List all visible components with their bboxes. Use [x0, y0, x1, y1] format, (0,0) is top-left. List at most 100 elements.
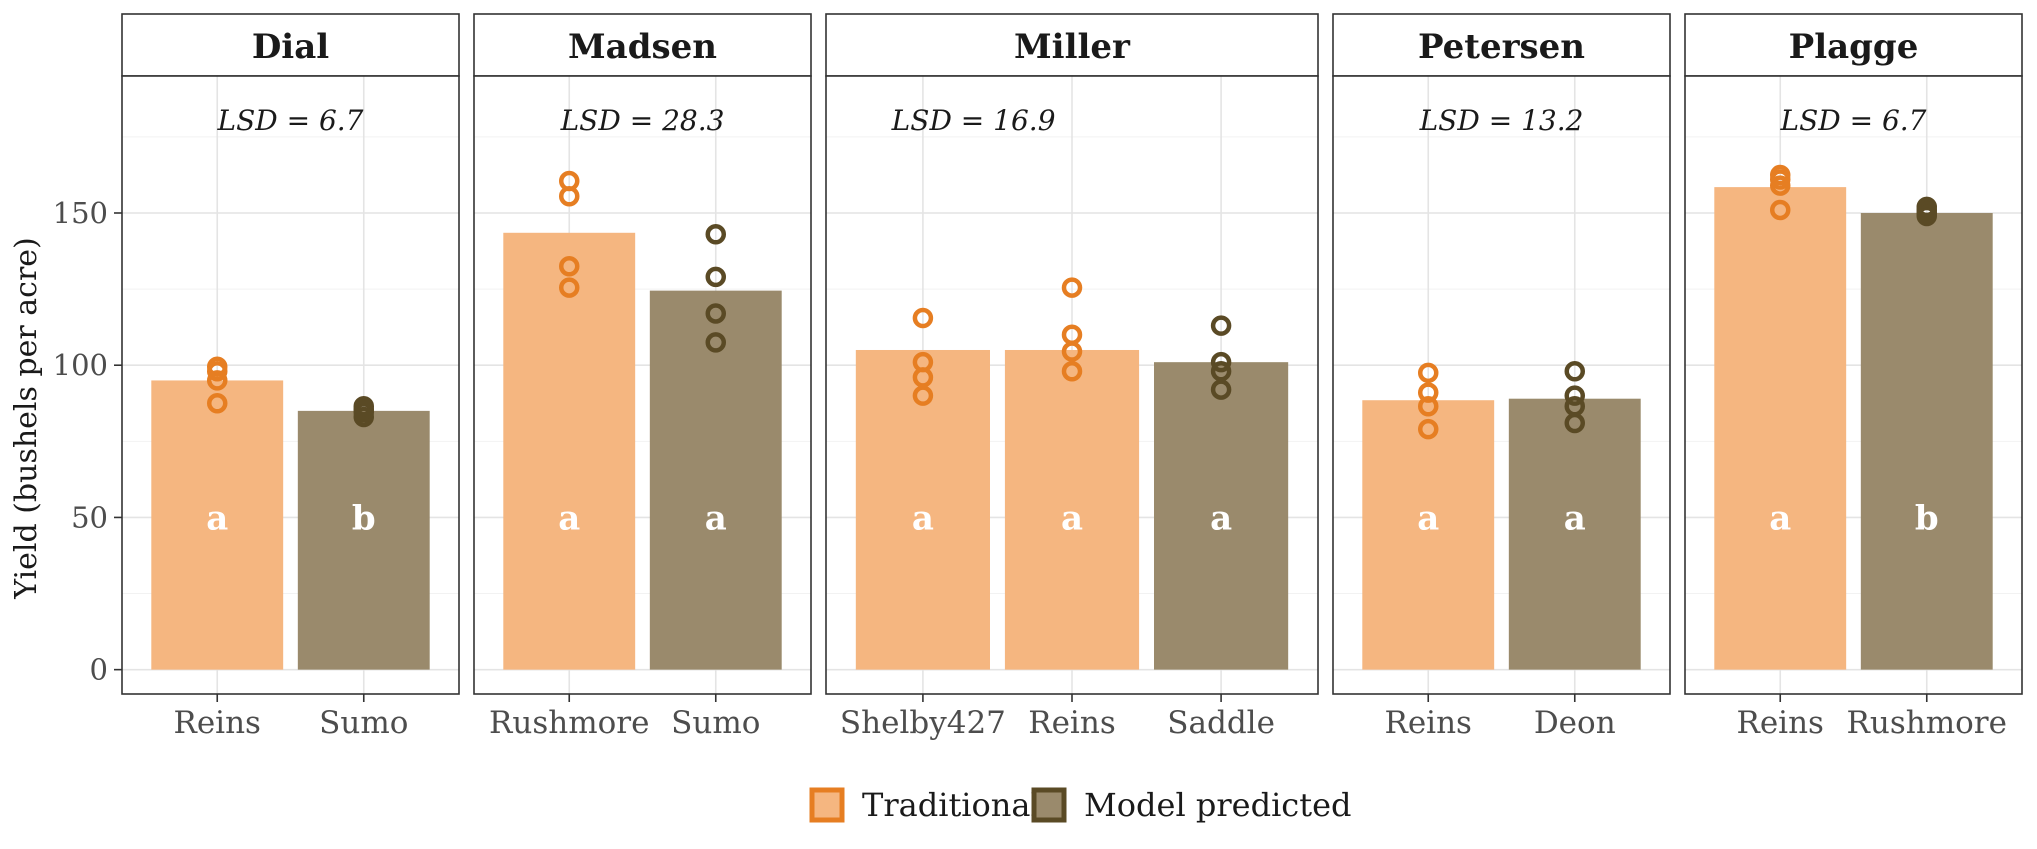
lsd-annotation: LSD = 13.2 — [1419, 104, 1584, 137]
bar-rushmore — [503, 232, 636, 670]
lsd-annotation: LSD = 6.7 — [1779, 104, 1926, 137]
facet-panels: Dial LSD = 6.7 a Reins b Sumo Madsen LSD = 28.3… — [121, 13, 2023, 741]
facet-strip — [121, 13, 460, 77]
data-point — [912, 385, 934, 406]
significance-letter: a — [1769, 498, 1791, 538]
lsd-annotation: LSD = 6.7 — [216, 104, 363, 137]
bar-sumo — [297, 410, 430, 670]
facet-title: Miller — [1014, 27, 1131, 67]
bar-reins — [1714, 187, 1847, 670]
data-point — [1417, 382, 1439, 403]
data-point — [1769, 164, 1791, 186]
significance-letter: a — [1417, 498, 1439, 538]
data-point — [912, 351, 934, 373]
data-point — [353, 396, 375, 417]
x-tick-label: Reins — [1028, 705, 1115, 741]
data-point — [1417, 362, 1439, 384]
data-point — [705, 303, 727, 324]
legend-label: Model predicted — [1084, 786, 1352, 824]
legend-label: Traditional — [862, 786, 1041, 824]
y-axis: 0 50 100 150 — [53, 196, 122, 687]
data-point — [558, 256, 580, 277]
significance-letter: a — [206, 498, 228, 538]
data-point — [1916, 196, 1938, 218]
data-point — [705, 332, 727, 353]
data-point — [1210, 379, 1232, 400]
facet-panel-petersen: Petersen LSD = 13.2 a Reins a Deon — [1332, 13, 1671, 741]
x-tick-label: Sumo — [319, 705, 408, 741]
data-point — [1061, 361, 1083, 382]
x-tick-label: Reins — [173, 705, 260, 741]
significance-letter: a — [1564, 498, 1586, 538]
data-point — [558, 170, 580, 192]
y-tick-label: 50 — [71, 500, 108, 534]
facet-title: Petersen — [1418, 27, 1585, 67]
y-tick-label: 0 — [90, 653, 108, 687]
lsd-annotation: LSD = 28.3 — [560, 104, 725, 137]
facet-panel-madsen: Madsen LSD = 28.3 a Rushmore a Sumo — [473, 13, 812, 741]
data-point — [912, 307, 934, 329]
bar-reins — [1362, 400, 1495, 670]
data-point — [1210, 361, 1232, 382]
data-point — [705, 224, 727, 245]
legend: Traditional Model predicted — [809, 786, 1352, 824]
y-axis-title: Yield (bushels per acre) — [9, 237, 44, 600]
data-point — [705, 266, 727, 288]
facet-strip — [1684, 13, 2023, 77]
y-tick-label: 100 — [53, 348, 108, 382]
facet-strip — [1332, 13, 1671, 77]
legend-key-model-predicted — [1031, 787, 1067, 823]
facet-title: Madsen — [568, 27, 717, 67]
bar-reins — [151, 380, 284, 670]
bar-deon — [1508, 398, 1641, 670]
data-point — [1061, 277, 1083, 298]
panel-border — [121, 75, 460, 695]
facet-title: Plagge — [1789, 27, 1919, 67]
x-tick-label: Reins — [1384, 705, 1471, 741]
significance-letter: a — [558, 498, 580, 538]
facet-panel-miller: Miller LSD = 16.9 a Shelby427 a Reins a Saddle — [825, 13, 1319, 741]
data-point — [558, 277, 580, 298]
y-tick-label: 150 — [53, 196, 108, 230]
x-tick-label: Sumo — [671, 705, 760, 741]
data-point — [1417, 418, 1439, 440]
significance-letter: b — [1915, 498, 1939, 538]
bar-rushmore — [1860, 212, 1993, 670]
data-point — [1769, 199, 1791, 221]
x-tick-label: Saddle — [1167, 705, 1275, 741]
x-tick-label: Reins — [1736, 705, 1823, 741]
significance-letter: a — [1061, 498, 1083, 538]
y-axis-title-group: Yield (bushels per acre) — [9, 237, 44, 600]
facet-title: Dial — [252, 27, 329, 67]
panel-border — [473, 75, 812, 695]
legend-key-traditional — [809, 787, 845, 823]
significance-letter: b — [352, 498, 376, 538]
data-point — [1417, 396, 1439, 417]
data-point — [1564, 385, 1586, 406]
data-point — [206, 370, 228, 391]
x-tick-label: Deon — [1534, 705, 1616, 741]
data-point — [206, 356, 228, 377]
bar-reins — [1004, 349, 1140, 670]
significance-letter: a — [1210, 498, 1232, 538]
bar-sumo — [649, 290, 782, 670]
facet-strip — [825, 13, 1319, 77]
data-point — [1210, 351, 1232, 373]
significance-letter: a — [912, 498, 934, 538]
facet-strip — [473, 13, 812, 77]
data-point — [1564, 361, 1586, 382]
panel-border — [825, 75, 1319, 695]
data-point — [206, 393, 228, 414]
data-point — [1061, 324, 1083, 346]
facet-panel-plagge: Plagge LSD = 6.7 a Reins b Rushmore — [1684, 13, 2023, 741]
x-tick-label: Rushmore — [489, 705, 649, 741]
x-tick-label: Shelby427 — [840, 705, 1006, 741]
significance-letter: a — [705, 498, 727, 538]
x-tick-label: Rushmore — [1847, 705, 2007, 741]
lsd-annotation: LSD = 16.9 — [891, 104, 1056, 137]
panel-border — [1332, 75, 1671, 695]
data-point — [1564, 396, 1586, 417]
panel-border — [1684, 75, 2023, 695]
data-point — [1210, 315, 1232, 336]
